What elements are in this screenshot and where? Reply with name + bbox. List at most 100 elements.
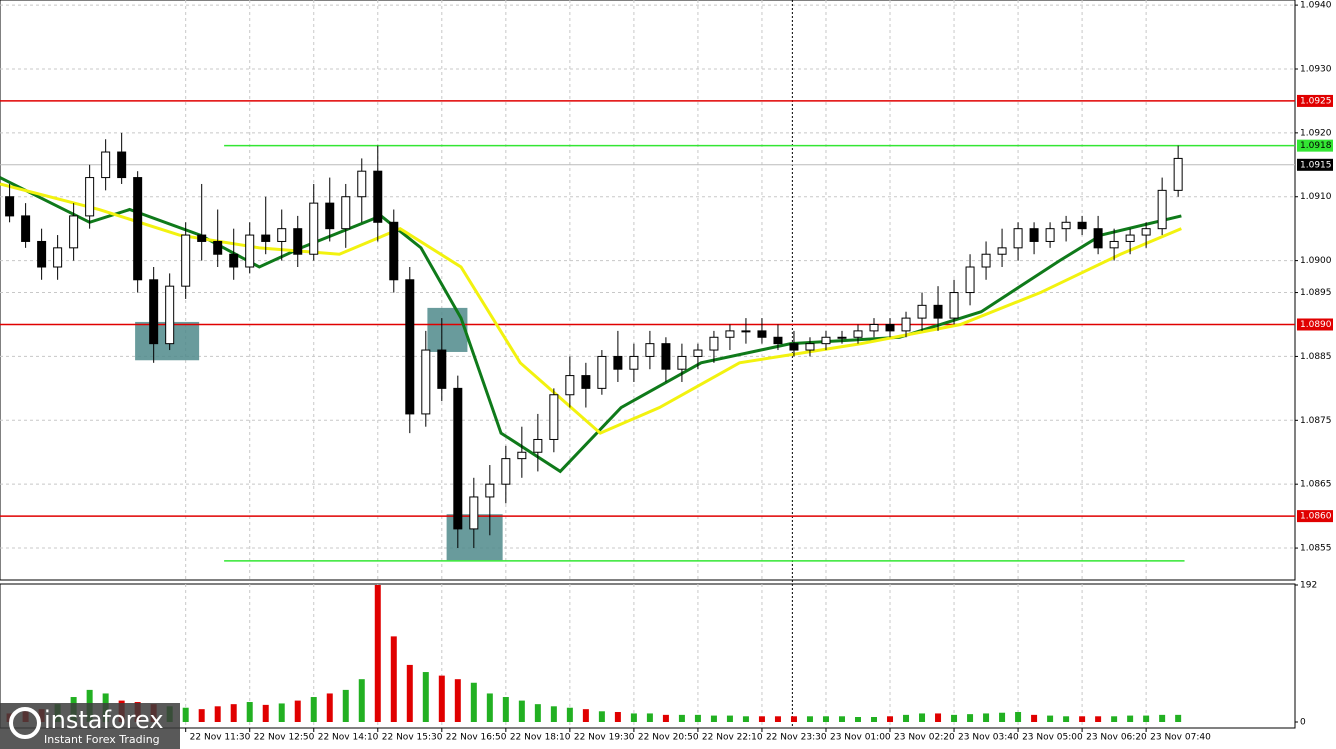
volume-bar: [1175, 714, 1182, 722]
volume-bar: [550, 706, 557, 722]
candle-body: [773, 336, 783, 345]
candle-body: [469, 496, 479, 530]
candle-body: [965, 266, 975, 294]
volume-bar: [454, 679, 461, 722]
y-tick-label: 1.0900: [1300, 256, 1332, 266]
level-label: 1.0890: [1300, 320, 1332, 330]
price-panel: [0, 0, 1296, 581]
candle-body: [725, 330, 735, 338]
candle-body: [661, 343, 671, 370]
level-label-box: [1297, 318, 1333, 331]
candle-body: [389, 221, 399, 281]
candle-body: [901, 317, 911, 332]
logo: instaforex Instant Forex Trading: [0, 703, 180, 749]
volume-bar: [406, 664, 413, 722]
y-tick-label: 1.0885: [1300, 352, 1332, 362]
candle-body: [565, 375, 575, 396]
volume-bar: [358, 679, 365, 722]
y-tick-label: 1.0930: [1300, 64, 1332, 74]
volume-bar: [646, 713, 653, 722]
candle-body: [181, 234, 191, 287]
level-label: 1.0915: [1300, 160, 1332, 170]
volume-bar: [518, 700, 525, 722]
volume-bar: [1095, 716, 1102, 722]
candle-body: [1157, 189, 1167, 230]
volume-bar: [534, 704, 541, 722]
y-tick-label: 1.0940: [1300, 1, 1332, 11]
volume-bar: [502, 697, 509, 722]
volume-bar: [1015, 712, 1022, 722]
candle-body: [581, 375, 591, 389]
candle-body: [373, 170, 383, 223]
candle-body: [677, 355, 687, 370]
logo-tagline: Instant Forex Trading: [44, 733, 160, 746]
volume-bar: [566, 707, 573, 722]
volume-bar: [438, 675, 445, 722]
level-label: 1.0925: [1300, 96, 1332, 106]
candle-body: [1093, 228, 1103, 249]
x-tick-label: 22 Nov 18:10: [510, 733, 571, 743]
volume-bar: [854, 717, 861, 722]
volume-bar: [726, 715, 733, 722]
candle-body: [709, 336, 719, 351]
candle-body: [37, 240, 47, 268]
candle-body: [789, 343, 799, 351]
volume-bar: [470, 682, 477, 722]
x-tick-label: 22 Nov 20:50: [638, 733, 699, 743]
candle-body: [421, 349, 431, 415]
candle-body: [85, 177, 95, 217]
x-tick-label: 22 Nov 11:30: [190, 733, 251, 743]
candle-body: [853, 330, 863, 338]
volume-bar: [887, 716, 894, 722]
volume-bar: [598, 711, 605, 722]
volume-bar: [422, 672, 429, 722]
volume-bar: [662, 714, 669, 722]
candle-body: [741, 330, 751, 333]
candle-body: [485, 483, 495, 498]
level-label: 1.0918: [1300, 141, 1332, 151]
volume-bar: [230, 704, 237, 722]
volume-bar: [1143, 715, 1150, 722]
candle-body: [245, 234, 255, 268]
candle-body: [261, 234, 271, 242]
y-tick-label: 1.0865: [1300, 480, 1332, 490]
y-tick-label: 1.0875: [1300, 416, 1332, 426]
candle-body: [5, 196, 15, 217]
volume-bar: [326, 693, 333, 722]
candle-body: [165, 285, 175, 345]
candle-body: [981, 253, 991, 268]
volume-bar: [182, 707, 189, 722]
x-tick-label: 22 Nov 14:10: [318, 733, 379, 743]
candle-body: [229, 253, 239, 268]
volume-bar: [871, 717, 878, 722]
candle-body: [1077, 221, 1087, 230]
volume-bar: [614, 712, 621, 722]
candle-body: [693, 349, 703, 357]
candle-body: [1045, 228, 1055, 242]
x-tick-label: 23 Nov 05:00: [1022, 733, 1083, 743]
candle-body: [197, 234, 207, 242]
volume-bar: [198, 709, 205, 722]
x-tick-label: 22 Nov 15:30: [382, 733, 443, 743]
level-label-box: [1297, 139, 1333, 152]
candle-body: [933, 304, 943, 319]
candle-body: [277, 228, 287, 242]
volume-bar: [694, 714, 701, 722]
candle-body: [405, 279, 415, 415]
candle-body: [309, 202, 319, 255]
candle-body: [133, 177, 143, 281]
volume-bar: [294, 700, 301, 722]
candle-body: [117, 151, 127, 179]
candle-body: [1029, 228, 1039, 242]
candle-body: [1125, 234, 1135, 242]
x-tick-label: 22 Nov 22:10: [702, 733, 763, 743]
volume-bar: [951, 714, 958, 722]
volume-bar: [582, 709, 589, 722]
volume-bar: [630, 713, 637, 722]
x-tick-label: 23 Nov 07:40: [1150, 733, 1211, 743]
volume-panel: [0, 583, 1296, 729]
candle-body: [949, 292, 959, 319]
volume-bar: [214, 706, 221, 722]
level-label: 1.0860: [1300, 512, 1332, 522]
volume-bar: [967, 714, 974, 722]
